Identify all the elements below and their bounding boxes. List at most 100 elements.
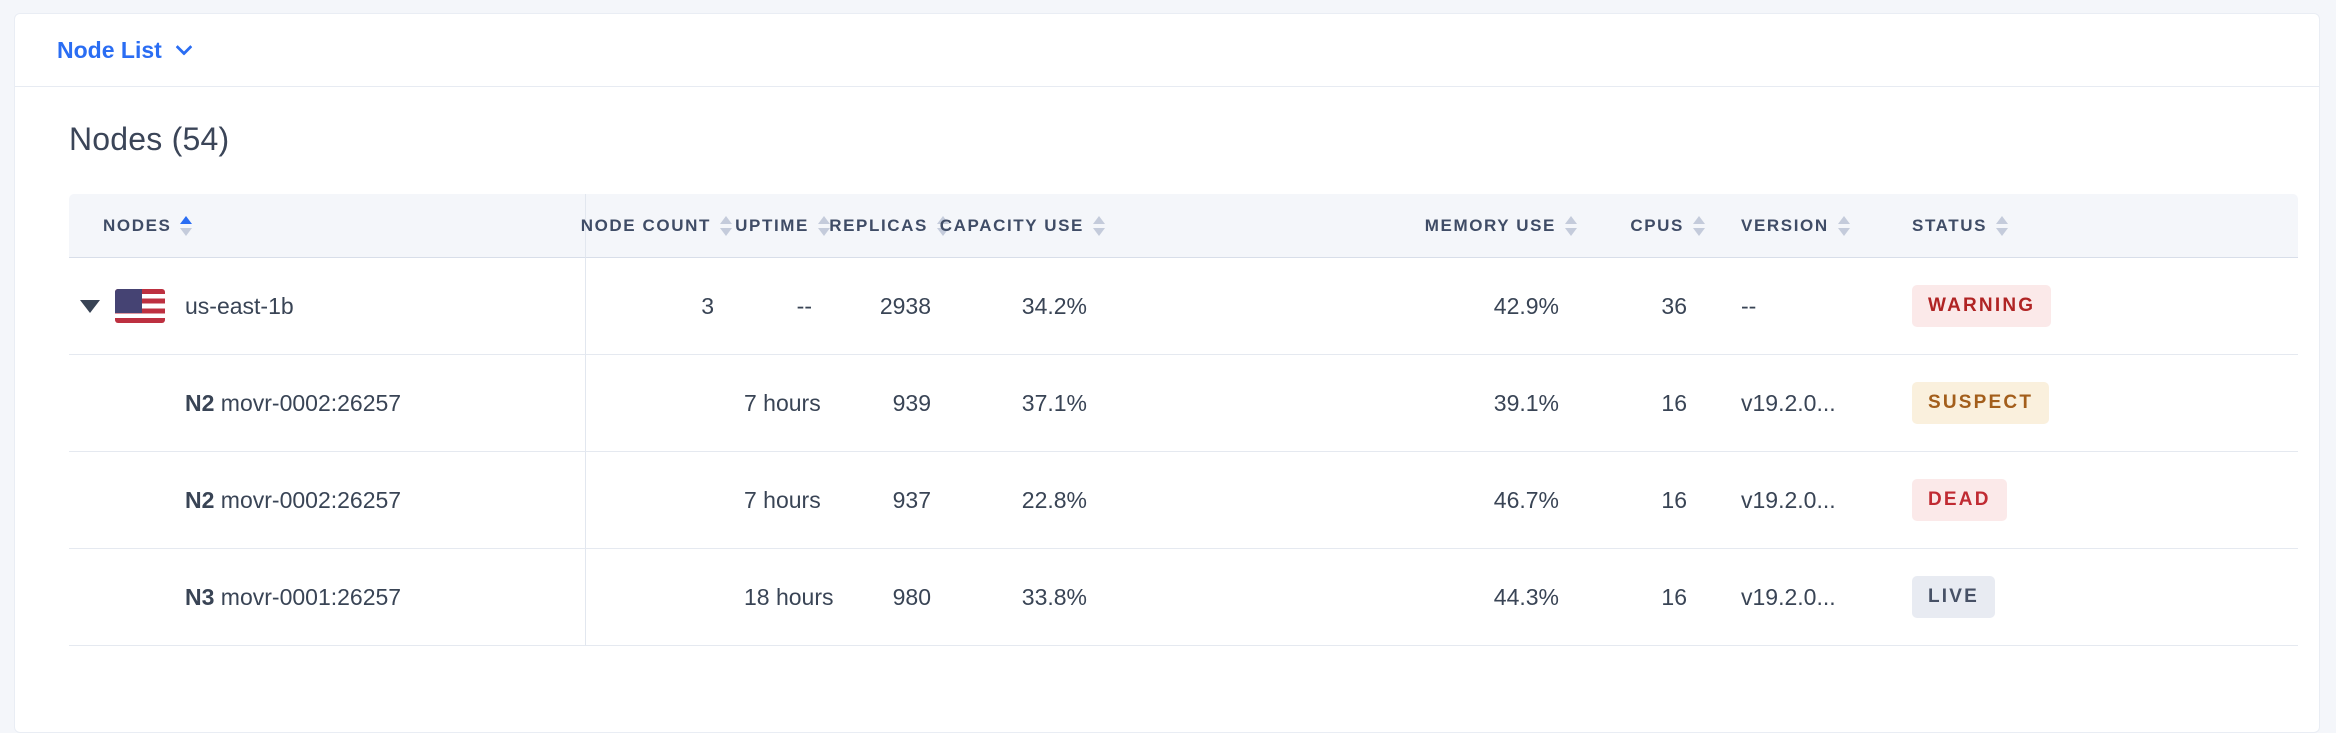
page-title: Nodes (54) — [69, 121, 230, 157]
status-badge: SUSPECT — [1912, 381, 2050, 425]
cell-replicas: 937 — [842, 452, 961, 549]
table-header-row: NODES NODE COUNT UPTIME REPLICAS CAPACITY US… — [69, 194, 2298, 258]
node-id: N2 — [185, 486, 215, 513]
cell-uptime: 7 hours — [744, 452, 842, 549]
sort-icon[interactable] — [1093, 215, 1105, 236]
node-link[interactable]: N3 movr-0001:26257 — [69, 584, 585, 611]
sort-asc-arrow-icon — [1093, 215, 1105, 224]
node-list-card: Node List Nodes (54) NODES NODE COUNT UPTI… — [14, 13, 2320, 733]
column-header-label: STATUS — [1912, 215, 1988, 235]
node-link[interactable]: N2 movr-0002:26257 — [69, 487, 585, 514]
chevron-down-icon — [175, 38, 193, 56]
sort-asc-arrow-icon — [937, 215, 949, 224]
column-header-label: NODES — [103, 215, 172, 235]
column-header-replicas[interactable]: REPLICAS — [829, 194, 961, 258]
column-header-status[interactable]: STATUS — [1895, 194, 2298, 258]
column-header-node_count[interactable]: NODE COUNT — [581, 194, 744, 258]
sort-desc-arrow-icon — [1996, 227, 2009, 236]
us-flag-icon — [115, 289, 165, 323]
sort-asc-arrow-icon — [180, 215, 193, 224]
column-header-label: NODE COUNT — [580, 215, 711, 235]
nodes-cell: N2 movr-0002:26257 — [69, 355, 586, 452]
sort-desc-arrow-icon — [937, 227, 949, 236]
cell-cpus: 16 — [1589, 355, 1717, 452]
region-row: us-east-1b 3 -- 2938 34.2% 42.9% 36 -- WARNING — [69, 258, 2298, 355]
status-cell: LIVE — [1895, 549, 2298, 646]
node-link[interactable]: N2 movr-0002:26257 — [69, 390, 585, 417]
sort-icon[interactable] — [1996, 215, 2009, 236]
status-cell: SUSPECT — [1895, 355, 2298, 452]
cell-capacity_use: 33.8% — [961, 549, 1117, 646]
node-id: N2 — [185, 389, 215, 416]
column-header-cpus[interactable]: CPUS — [1589, 194, 1717, 258]
node-list-dropdown[interactable]: Node List — [57, 37, 193, 64]
sort-asc-arrow-icon — [818, 215, 830, 224]
nodes-cell: N3 movr-0001:26257 — [69, 549, 586, 646]
node-row: N2 movr-0002:26257 7 hours 937 22.8% 46.7% 16… — [69, 452, 2298, 549]
column-header-label: CAPACITY USE — [939, 215, 1084, 235]
column-header-capacity_use[interactable]: CAPACITY USE — [940, 194, 1117, 258]
status-cell: WARNING — [1895, 258, 2298, 355]
nodes-table: NODES NODE COUNT UPTIME REPLICAS CAPACITY US… — [69, 194, 2298, 646]
status-badge: LIVE — [1912, 575, 1996, 619]
column-header-uptime[interactable]: UPTIME — [735, 194, 842, 258]
nodes-cell: us-east-1b — [69, 258, 586, 355]
cell-replicas: 2938 — [842, 258, 961, 355]
sort-desc-arrow-icon — [818, 227, 830, 236]
cell-capacity_use: 22.8% — [961, 452, 1117, 549]
cell-uptime: 18 hours — [744, 549, 842, 646]
column-header-version[interactable]: VERSION — [1717, 194, 1895, 258]
column-header-nodes[interactable]: NODES — [69, 194, 586, 258]
sort-icon[interactable] — [818, 215, 830, 236]
flag-canton — [115, 289, 142, 314]
cell-node_count: 3 — [586, 258, 744, 355]
sort-asc-arrow-icon — [1837, 215, 1850, 224]
cell-replicas: 939 — [842, 355, 961, 452]
cell-uptime: -- — [744, 258, 842, 355]
cell-capacity_use: 34.2% — [961, 258, 1117, 355]
cell-memory_use: 44.3% — [1117, 549, 1589, 646]
cell-memory_use: 39.1% — [1117, 355, 1589, 452]
node-row: N3 movr-0001:26257 18 hours 980 33.8% 44.3% 1… — [69, 549, 2298, 646]
node-address: movr-0002:26257 — [214, 389, 402, 416]
cell-version: v19.2.0... — [1717, 355, 1895, 452]
sort-icon[interactable] — [1565, 215, 1577, 236]
column-header-memory_use[interactable]: MEMORY USE — [1117, 194, 1589, 258]
sort-asc-arrow-icon — [1565, 215, 1577, 224]
sort-icon[interactable] — [180, 215, 193, 236]
node-id: N3 — [185, 583, 215, 610]
nodes-cell: N2 movr-0002:26257 — [69, 452, 586, 549]
cell-cpus: 16 — [1589, 452, 1717, 549]
breadcrumb: Node List — [15, 14, 2319, 87]
sort-icon[interactable] — [1693, 215, 1705, 236]
status-badge: DEAD — [1912, 478, 2007, 522]
cell-cpus: 16 — [1589, 549, 1717, 646]
cell-node_count — [586, 452, 744, 549]
card-content: Nodes (54) NODES NODE COUNT UPTIME REPLICAS… — [15, 121, 2319, 646]
sort-asc-arrow-icon — [1996, 215, 2009, 224]
region-cell: us-east-1b — [69, 289, 585, 323]
sort-icon[interactable] — [720, 215, 732, 236]
column-header-label: UPTIME — [735, 215, 809, 235]
sort-desc-arrow-icon — [180, 227, 193, 236]
region-name: us-east-1b — [185, 292, 294, 319]
sort-desc-arrow-icon — [1565, 227, 1577, 236]
cell-uptime: 7 hours — [744, 355, 842, 452]
column-header-label: CPUS — [1630, 215, 1684, 235]
sort-icon[interactable] — [937, 215, 949, 236]
cell-version: v19.2.0... — [1717, 452, 1895, 549]
sort-asc-arrow-icon — [1693, 215, 1705, 224]
cell-capacity_use: 37.1% — [961, 355, 1117, 452]
sort-desc-arrow-icon — [720, 227, 732, 236]
node-address: movr-0001:26257 — [214, 583, 402, 610]
sort-asc-arrow-icon — [720, 215, 732, 224]
sort-desc-arrow-icon — [1093, 227, 1105, 236]
column-header-label: REPLICAS — [829, 215, 928, 235]
node-address: movr-0002:26257 — [214, 486, 402, 513]
sort-icon[interactable] — [1837, 215, 1850, 236]
cell-replicas: 980 — [842, 549, 961, 646]
cell-version: -- — [1717, 258, 1895, 355]
collapse-triangle-icon[interactable] — [80, 299, 100, 313]
cell-node_count — [586, 355, 744, 452]
status-badge: WARNING — [1912, 284, 2052, 328]
